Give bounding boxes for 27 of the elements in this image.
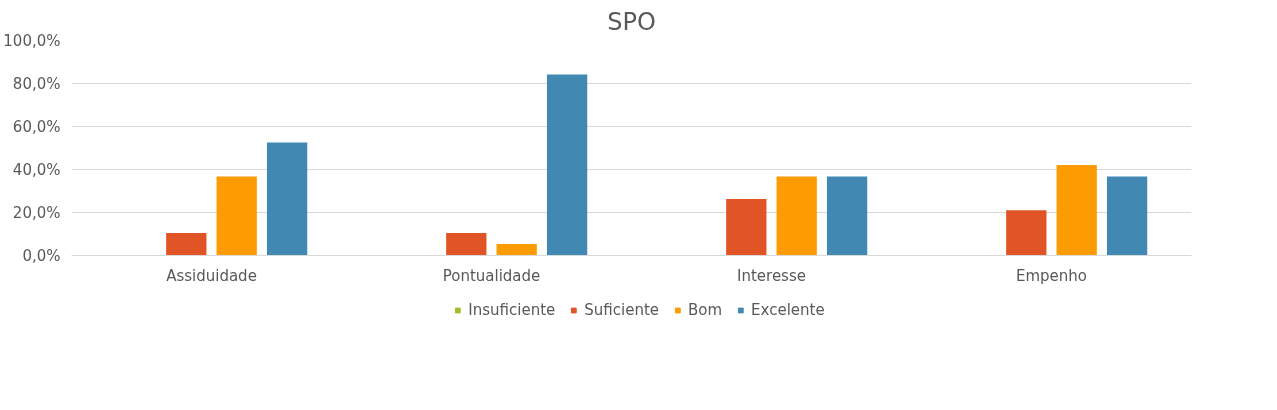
bar bbox=[826, 176, 868, 256]
y-tick-label: 0,0% bbox=[22, 246, 61, 265]
y-tick-label: 60,0% bbox=[12, 117, 61, 136]
y-tick-label: 80,0% bbox=[12, 74, 61, 93]
chart-title: SPO bbox=[607, 7, 656, 36]
bar bbox=[1106, 176, 1148, 256]
legend-label: Insuficiente bbox=[468, 300, 556, 319]
x-tick-label: Empenho bbox=[1015, 266, 1088, 285]
bar bbox=[266, 142, 308, 256]
x-tick-label: Pontualidade bbox=[442, 266, 541, 285]
y-tick-label: 100,0% bbox=[3, 31, 61, 50]
bar bbox=[1006, 210, 1047, 256]
legend-label: Suficiente bbox=[584, 300, 660, 319]
bar bbox=[1056, 164, 1097, 256]
bar bbox=[166, 232, 207, 256]
x-tick-label: Interesse bbox=[737, 266, 806, 285]
x-tick-label: Assiduidade bbox=[166, 266, 257, 285]
bar bbox=[776, 176, 817, 256]
bar bbox=[446, 232, 487, 256]
bar bbox=[546, 74, 588, 256]
y-tick-label: 20,0% bbox=[12, 203, 61, 222]
y-tick-label: 40,0% bbox=[12, 160, 61, 179]
bar bbox=[726, 198, 767, 256]
legend-label: Excelente bbox=[751, 300, 825, 319]
legend-label: Bom bbox=[688, 300, 723, 319]
bar bbox=[216, 176, 257, 256]
bar bbox=[496, 244, 537, 256]
